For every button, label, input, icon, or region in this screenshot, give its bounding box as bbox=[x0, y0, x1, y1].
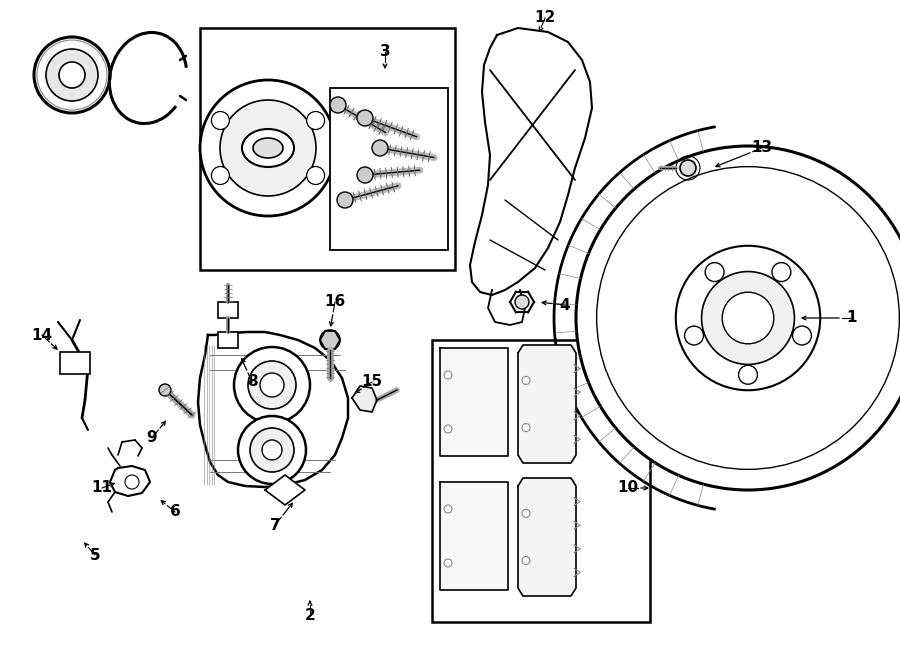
Text: 11: 11 bbox=[92, 481, 112, 495]
Text: 8: 8 bbox=[247, 375, 257, 389]
Circle shape bbox=[444, 505, 452, 513]
Circle shape bbox=[444, 371, 452, 379]
Circle shape bbox=[330, 97, 346, 113]
Circle shape bbox=[357, 167, 373, 183]
Circle shape bbox=[307, 111, 325, 130]
Circle shape bbox=[522, 377, 530, 385]
Circle shape bbox=[250, 428, 294, 472]
Circle shape bbox=[522, 557, 530, 565]
Text: 4: 4 bbox=[560, 297, 571, 312]
Polygon shape bbox=[352, 386, 377, 412]
Text: 14: 14 bbox=[32, 328, 52, 342]
Circle shape bbox=[522, 424, 530, 432]
Circle shape bbox=[576, 146, 900, 490]
Circle shape bbox=[522, 509, 530, 518]
Text: 2: 2 bbox=[304, 608, 315, 622]
Circle shape bbox=[444, 559, 452, 567]
Text: 3: 3 bbox=[380, 44, 391, 60]
Text: 12: 12 bbox=[535, 11, 555, 26]
Text: 5: 5 bbox=[90, 547, 100, 563]
Text: 6: 6 bbox=[169, 504, 180, 520]
Polygon shape bbox=[265, 475, 305, 505]
Circle shape bbox=[772, 263, 791, 281]
Circle shape bbox=[59, 62, 85, 88]
Circle shape bbox=[260, 373, 284, 397]
Circle shape bbox=[515, 295, 529, 309]
Circle shape bbox=[676, 246, 820, 390]
Circle shape bbox=[46, 49, 98, 101]
Text: 10: 10 bbox=[617, 481, 639, 495]
Circle shape bbox=[357, 110, 373, 126]
Bar bbox=[60, 352, 90, 374]
Polygon shape bbox=[198, 332, 348, 487]
Bar bbox=[330, 88, 448, 250]
Polygon shape bbox=[518, 345, 576, 463]
Polygon shape bbox=[518, 478, 576, 596]
Circle shape bbox=[212, 111, 230, 130]
Text: 16: 16 bbox=[324, 295, 346, 310]
Circle shape bbox=[337, 192, 353, 208]
Polygon shape bbox=[470, 28, 592, 295]
Text: 1: 1 bbox=[847, 310, 857, 326]
Circle shape bbox=[212, 167, 230, 185]
Circle shape bbox=[159, 384, 171, 396]
Circle shape bbox=[262, 440, 282, 460]
Text: 9: 9 bbox=[147, 430, 158, 446]
Polygon shape bbox=[440, 482, 508, 590]
Circle shape bbox=[702, 271, 795, 365]
Circle shape bbox=[739, 365, 758, 384]
Circle shape bbox=[234, 347, 310, 423]
Circle shape bbox=[320, 330, 340, 350]
Text: 7: 7 bbox=[270, 518, 280, 532]
Circle shape bbox=[372, 140, 388, 156]
Circle shape bbox=[706, 263, 724, 281]
Circle shape bbox=[685, 326, 704, 345]
Bar bbox=[218, 332, 238, 348]
Bar bbox=[218, 302, 238, 318]
Circle shape bbox=[307, 167, 325, 185]
Circle shape bbox=[200, 80, 336, 216]
Bar bbox=[200, 28, 455, 270]
Circle shape bbox=[220, 100, 316, 196]
Circle shape bbox=[722, 292, 774, 344]
Circle shape bbox=[680, 160, 696, 176]
Ellipse shape bbox=[242, 129, 294, 167]
Polygon shape bbox=[440, 348, 508, 456]
Circle shape bbox=[34, 37, 110, 113]
Circle shape bbox=[238, 416, 306, 484]
Circle shape bbox=[248, 361, 296, 409]
Bar bbox=[432, 340, 650, 622]
Text: 15: 15 bbox=[362, 375, 382, 389]
Circle shape bbox=[793, 326, 812, 345]
Text: 13: 13 bbox=[752, 140, 772, 156]
Circle shape bbox=[444, 425, 452, 433]
Ellipse shape bbox=[253, 138, 283, 158]
